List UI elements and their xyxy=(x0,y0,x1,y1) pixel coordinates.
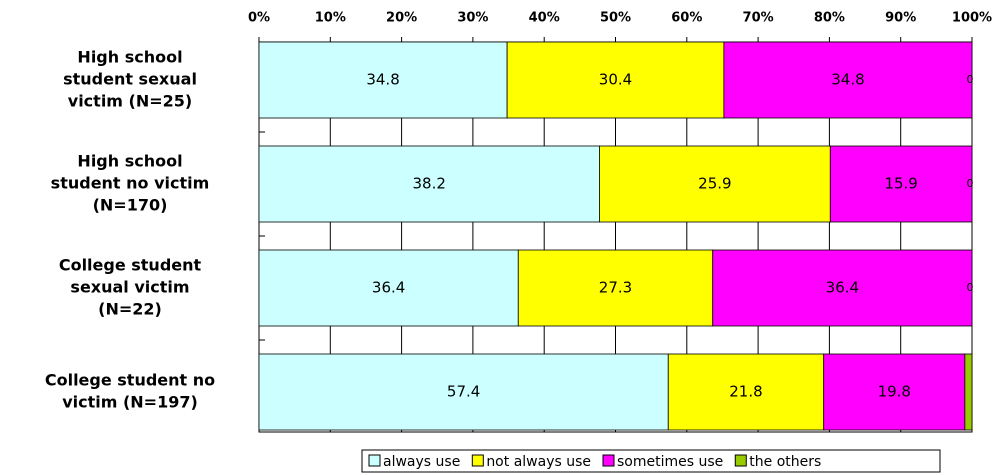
value-label: 36.4 xyxy=(826,279,859,297)
bar-segment xyxy=(723,41,973,119)
category-label: (N=170) xyxy=(93,196,168,215)
legend: always use not always use sometimes use the… xyxy=(361,449,941,473)
legend-label: the others xyxy=(749,454,821,470)
bar-segment xyxy=(258,145,600,223)
bar-segment xyxy=(258,249,519,327)
x-tick-label: 30% xyxy=(457,11,488,26)
x-tick-label: 40% xyxy=(529,11,560,26)
legend-swatch xyxy=(471,454,484,467)
category-label: College student no xyxy=(45,371,215,390)
bar-segment xyxy=(964,353,973,431)
value-label: 0 xyxy=(967,177,974,190)
value-label: 27.3 xyxy=(599,279,632,297)
category-label: College student xyxy=(59,256,202,275)
legend-swatch xyxy=(734,454,747,467)
value-label: 38.2 xyxy=(413,175,446,193)
x-tick-label: 10% xyxy=(315,11,346,26)
bar-segment xyxy=(829,145,973,223)
x-tick-label: 90% xyxy=(885,11,916,26)
legend-box xyxy=(361,449,941,473)
x-tick-label: 70% xyxy=(743,11,774,26)
category-label: student no victim xyxy=(51,174,210,193)
category-label: student sexual xyxy=(63,70,197,89)
category-label: victim (N=25) xyxy=(68,92,192,111)
bar-segment xyxy=(712,249,973,327)
legend-label: not always use xyxy=(486,454,591,470)
bar-segment xyxy=(258,41,508,119)
category-label: sexual victim xyxy=(70,278,189,297)
value-label: 15.9 xyxy=(884,175,917,193)
x-tick-label: 80% xyxy=(814,11,845,26)
value-label: 57.4 xyxy=(447,383,480,401)
category-label: (N=22) xyxy=(98,300,162,319)
category-label: High school xyxy=(77,48,182,67)
bar-segment xyxy=(599,145,831,223)
value-label: 34.8 xyxy=(831,71,864,89)
value-label: 19.8 xyxy=(878,383,911,401)
category-label: High school xyxy=(77,152,182,171)
bar-segment xyxy=(823,353,966,431)
bar-segment xyxy=(517,249,714,327)
x-tick-label: 100% xyxy=(952,11,992,26)
bar-segment xyxy=(506,41,725,119)
value-label: 21.8 xyxy=(729,383,762,401)
x-tick-label: 50% xyxy=(600,11,631,26)
legend-swatch xyxy=(602,454,615,467)
legend-label: always use xyxy=(383,454,460,470)
value-label: 30.4 xyxy=(599,71,632,89)
value-label: 25.9 xyxy=(698,175,731,193)
x-tick-label: 60% xyxy=(671,11,702,26)
legend-swatch xyxy=(368,454,381,467)
value-label: 0 xyxy=(967,281,974,294)
value-label: 34.8 xyxy=(366,71,399,89)
bar-segment xyxy=(258,353,669,431)
x-tick-label: 0% xyxy=(248,11,270,26)
category-label: victim (N=197) xyxy=(62,393,198,412)
bar-segment xyxy=(667,353,825,431)
value-label: 36.4 xyxy=(372,279,405,297)
legend-label: sometimes use xyxy=(617,454,723,470)
value-label: 0 xyxy=(967,73,974,86)
x-tick-label: 20% xyxy=(386,11,417,26)
